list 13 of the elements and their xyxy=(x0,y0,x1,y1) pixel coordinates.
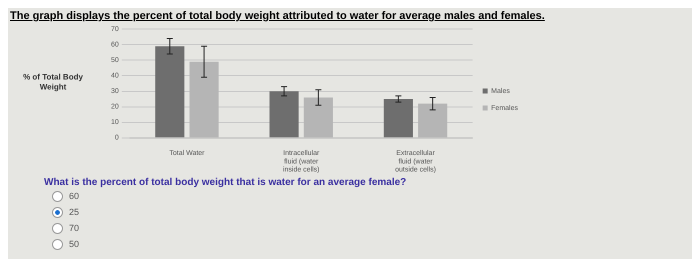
bar xyxy=(384,99,413,138)
bar xyxy=(190,62,219,138)
bar xyxy=(155,46,184,138)
text: 70 xyxy=(69,223,80,233)
text: 50 xyxy=(69,239,80,249)
bar xyxy=(418,104,448,138)
text: 60 xyxy=(69,191,80,201)
chart-title: The graph displays the percent of total body weight attributed to water for average males and females. xyxy=(9,9,546,22)
text: What is the percent of total body weight that is water for an average female? xyxy=(43,177,408,188)
y-axis-title: % of Total Body Weight xyxy=(23,72,84,92)
bar xyxy=(270,91,299,138)
text: 25 xyxy=(69,207,80,217)
bar xyxy=(304,97,333,138)
